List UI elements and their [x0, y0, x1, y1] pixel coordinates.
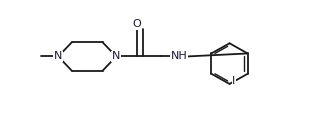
Text: N: N	[112, 51, 120, 62]
Text: O: O	[133, 19, 142, 29]
Text: I: I	[232, 76, 236, 86]
Text: NH: NH	[171, 51, 187, 62]
Text: N: N	[54, 51, 62, 62]
